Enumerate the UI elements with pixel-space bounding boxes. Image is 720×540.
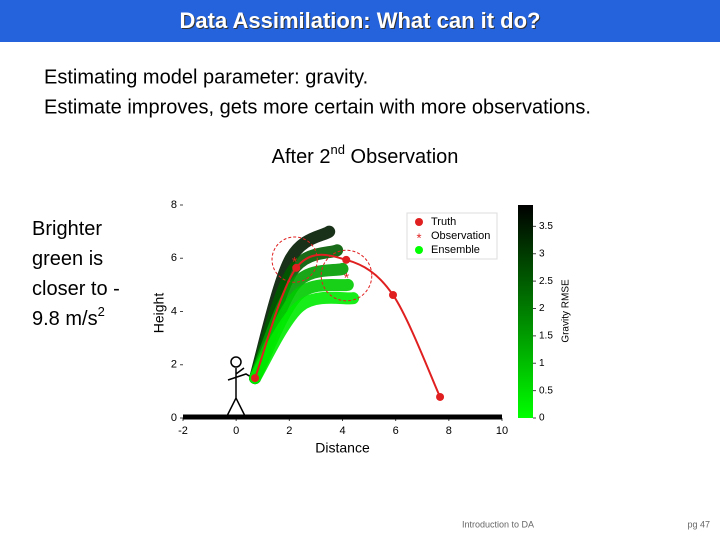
heading-sup: nd	[331, 142, 345, 157]
heading-text: After 2	[272, 146, 331, 168]
y-tick-label: 0	[171, 412, 177, 424]
side-note-line: Brighter	[32, 218, 102, 240]
y-tick-label: 4	[171, 305, 177, 317]
side-note-line: green is	[32, 248, 103, 270]
bullet: Estimating model parameter: gravity.	[44, 66, 368, 88]
observation-marker: *	[344, 269, 350, 285]
colorbar-tick-label: 2	[539, 303, 545, 314]
colorbar-tick-label: 1	[539, 358, 545, 369]
colorbar-tick-label: 3.5	[539, 221, 553, 232]
x-axis-label: Distance	[315, 440, 370, 456]
legend-marker	[415, 218, 423, 226]
legend-label: Ensemble	[431, 244, 480, 256]
side-note-text: 9.8 m/s	[32, 308, 98, 330]
colorbar-tick-label: 1.5	[539, 331, 553, 342]
side-note-text: closer to -	[32, 278, 120, 300]
page-number: pg 47	[687, 519, 710, 529]
title-bar	[0, 0, 720, 42]
x-tick-label: 4	[339, 425, 345, 437]
x-tick-label: -2	[178, 425, 188, 437]
legend-label: Observation	[431, 230, 490, 242]
stick-head	[230, 356, 242, 368]
truth-point	[342, 255, 351, 264]
y-axis-label: Height	[151, 293, 167, 334]
x-tick-label: 0	[233, 425, 239, 437]
side-note-line: 9.8 m/s2	[32, 304, 105, 330]
colorbar-tick-label: 0.5	[539, 385, 553, 396]
footer: Introduction to DA	[462, 519, 534, 529]
observation-error	[271, 236, 318, 283]
legend-marker: *	[416, 230, 421, 245]
y-tick-label: 8	[171, 199, 177, 211]
title: Data Assimilation: What can it do?	[180, 8, 541, 33]
heading-text: Observation	[345, 146, 458, 168]
side-note-text: Brighter	[32, 218, 102, 240]
y-tick-label: 6	[171, 252, 177, 264]
side-note-line: closer to -	[32, 278, 120, 300]
bullet: Estimate improves, gets more certain wit…	[44, 96, 591, 118]
ensemble-member	[249, 291, 360, 385]
colorbar-tick-label: 2.5	[539, 276, 553, 287]
truth-point	[251, 374, 260, 383]
observation-marker: *	[292, 253, 298, 269]
x-tick-label: 2	[286, 425, 292, 437]
heading: After 2nd Observation	[272, 142, 459, 168]
x-tick-label: 10	[496, 425, 508, 437]
truth-point	[292, 263, 301, 272]
colorbar	[518, 205, 533, 418]
side-note-sup: 2	[98, 304, 105, 319]
side-note-text: green is	[32, 248, 103, 270]
truth-point	[436, 392, 445, 401]
colorbar-tick-label: 0	[539, 413, 545, 424]
side-note: Brighter green is closer to - 9.8 m/s2	[32, 218, 120, 330]
x-tick-label: 8	[446, 425, 452, 437]
stick-figure	[225, 367, 257, 419]
y-tick-label: 2	[171, 359, 177, 371]
x-tick-label: 6	[393, 425, 399, 437]
legend-label: Truth	[431, 216, 456, 228]
title-shadow: Data Assimilation: What can it do?	[181, 9, 542, 34]
truth-point	[389, 290, 398, 299]
colorbar-tick-label: 3	[539, 248, 545, 259]
colorbar-label: Gravity RMSE	[561, 279, 572, 343]
observation-error	[320, 249, 373, 302]
legend-marker	[415, 246, 423, 254]
